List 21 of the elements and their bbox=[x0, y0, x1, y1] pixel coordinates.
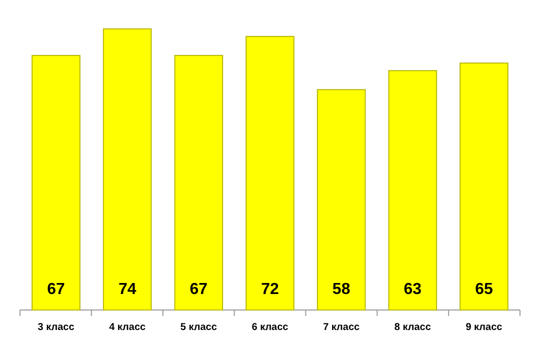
x-tick-label: 6 класс bbox=[252, 322, 289, 333]
bar bbox=[102, 28, 152, 310]
data-label: 72 bbox=[261, 281, 279, 298]
data-label: 67 bbox=[190, 281, 208, 298]
x-tick-label: 8 класс bbox=[394, 322, 432, 333]
data-label: 58 bbox=[332, 281, 350, 298]
bar bbox=[32, 54, 80, 310]
bar bbox=[246, 36, 294, 310]
x-tick-label: 3 класс bbox=[38, 322, 75, 333]
bar bbox=[388, 70, 438, 310]
data-label: 74 bbox=[118, 281, 136, 298]
data-label: 65 bbox=[475, 281, 493, 298]
x-tick-label: 5 класс bbox=[180, 322, 218, 333]
bar bbox=[174, 54, 224, 310]
x-tick-label: 4 класс bbox=[109, 322, 146, 333]
bar bbox=[316, 89, 366, 310]
data-label: 67 bbox=[47, 281, 66, 298]
data-label: 63 bbox=[404, 281, 422, 298]
x-tick-label: 7 класс bbox=[323, 322, 360, 333]
x-tick-label: 9 класс bbox=[466, 322, 503, 333]
bar bbox=[460, 62, 508, 310]
